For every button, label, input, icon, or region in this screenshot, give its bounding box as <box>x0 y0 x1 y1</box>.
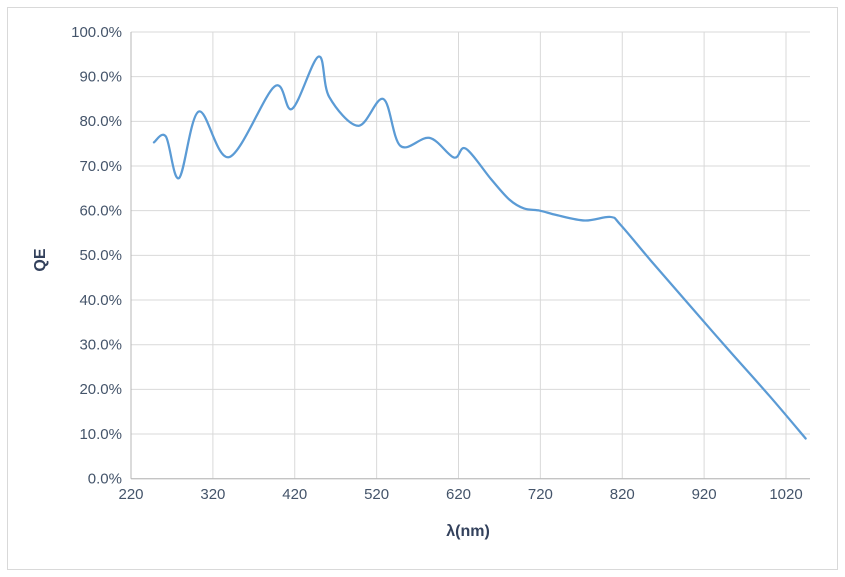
svg-text:820: 820 <box>610 486 635 503</box>
svg-text:10.0%: 10.0% <box>79 426 122 443</box>
svg-text:0.0%: 0.0% <box>88 471 122 488</box>
svg-text:520: 520 <box>364 486 389 503</box>
svg-text:20.0%: 20.0% <box>79 381 122 398</box>
svg-text:420: 420 <box>282 486 307 503</box>
svg-text:80.0%: 80.0% <box>79 113 122 130</box>
svg-text:620: 620 <box>446 486 471 503</box>
svg-text:30.0%: 30.0% <box>79 337 122 354</box>
svg-text:60.0%: 60.0% <box>79 203 122 220</box>
svg-text:40.0%: 40.0% <box>79 292 122 309</box>
svg-text:λ(nm): λ(nm) <box>446 523 490 540</box>
svg-text:320: 320 <box>200 486 225 503</box>
svg-text:90.0%: 90.0% <box>79 69 122 86</box>
svg-text:50.0%: 50.0% <box>79 247 122 264</box>
svg-text:100.0%: 100.0% <box>71 24 122 41</box>
svg-text:QE: QE <box>32 248 49 271</box>
svg-text:220: 220 <box>118 486 143 503</box>
svg-text:920: 920 <box>692 486 717 503</box>
svg-text:1020: 1020 <box>769 486 802 503</box>
svg-text:70.0%: 70.0% <box>79 158 122 175</box>
svg-text:720: 720 <box>528 486 553 503</box>
